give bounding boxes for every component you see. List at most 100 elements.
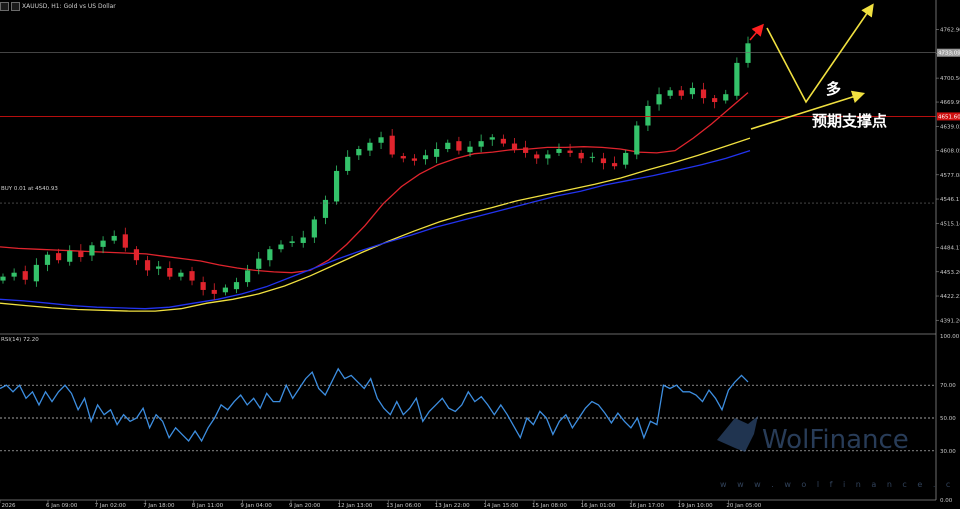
candle-body	[478, 141, 484, 147]
candle-body	[289, 241, 295, 243]
candle-body	[456, 141, 462, 151]
candle-body	[300, 237, 306, 243]
candle-body	[378, 137, 384, 143]
candle-body	[156, 266, 162, 269]
candle	[745, 36, 751, 68]
candle-body	[600, 158, 607, 164]
candle-body	[411, 158, 418, 161]
candle	[78, 244, 84, 262]
time-tick-label: 16 Jan 17:00	[629, 503, 664, 509]
chart-header: XAUUSD, H1: Gold vs US Dollar	[0, 0, 116, 12]
candle-body	[434, 149, 440, 157]
candle	[712, 94, 718, 109]
candle-body	[389, 135, 395, 155]
candle	[489, 134, 495, 146]
candle	[700, 82, 707, 104]
candle	[311, 216, 317, 243]
candle-body	[712, 98, 718, 103]
time-tick-label: 15 Jan 08:00	[532, 503, 567, 509]
candle-body	[144, 260, 151, 271]
candle	[511, 138, 518, 153]
wolf-logo-icon	[717, 416, 758, 452]
candle	[645, 100, 651, 132]
time-tick-label: 6 Jan 09:00	[46, 503, 78, 509]
candle-body	[322, 199, 329, 218]
candle-body	[534, 154, 540, 159]
candle	[678, 85, 684, 100]
price-level-badge	[937, 48, 960, 57]
candle-body	[745, 43, 751, 63]
candle	[44, 251, 51, 272]
chart-settings-icon[interactable]	[11, 1, 20, 11]
forecast-zigzag-arrow	[766, 3, 874, 104]
rsi-label: RSI(14) 72.20	[1, 337, 39, 343]
candle-body	[589, 156, 595, 158]
time-tick-label: 13 Jan 06:00	[386, 503, 421, 509]
candle-body	[67, 250, 73, 262]
candle	[144, 255, 151, 276]
time-tick-label: 8 Jan 11:00	[192, 503, 224, 509]
price-tick-label: 4577.08	[940, 173, 960, 179]
symbol-description: Gold vs US Dollar	[63, 2, 116, 10]
time-tick-label: 5 Jan 2026	[0, 503, 16, 509]
candle-body	[500, 138, 506, 144]
candle	[500, 134, 506, 147]
time-tick-label: 12 Jan 13:00	[338, 503, 373, 509]
candle-body	[611, 163, 618, 167]
price-level-badge	[937, 112, 960, 121]
candle-body	[723, 94, 729, 101]
candle	[33, 258, 39, 287]
candle	[445, 139, 451, 153]
candle	[478, 134, 484, 153]
candle	[200, 276, 206, 296]
price-tick-label: 4700.56	[940, 76, 960, 82]
candle	[456, 136, 462, 155]
time-tick-label: 13 Jan 22:00	[435, 503, 470, 509]
price-tick-label: 4453.20	[940, 270, 960, 276]
candle-body	[667, 90, 673, 96]
candle	[600, 152, 607, 170]
candle	[267, 246, 273, 267]
candle-body	[567, 150, 573, 153]
price-tick-label: 4608.05	[940, 149, 960, 155]
candle-body	[400, 156, 406, 159]
candle	[556, 143, 562, 157]
candle-body	[44, 254, 51, 265]
candle	[400, 152, 406, 163]
candle	[189, 266, 195, 286]
watermark-brand: WolFinance	[762, 425, 909, 455]
rsi-tick-label: 50.00	[940, 416, 956, 422]
candle	[422, 149, 429, 165]
candle	[133, 246, 140, 265]
candle	[245, 264, 251, 287]
candle-body	[700, 89, 707, 99]
time-tick-label: 19 Jan 10:00	[678, 503, 713, 509]
candle-body	[689, 87, 696, 95]
candle-body	[422, 155, 429, 160]
candle-body	[656, 94, 662, 105]
candle-body	[267, 249, 273, 261]
candle	[734, 57, 740, 100]
candle-body	[367, 142, 373, 151]
candle	[611, 156, 618, 170]
moving-average-ma_mid	[0, 137, 751, 312]
price-tick-label: 4669.99	[940, 100, 960, 106]
annotation-support: 预期支撑点	[812, 112, 887, 130]
candle-body	[200, 282, 206, 290]
candle	[345, 150, 351, 175]
chart-menu-icon[interactable]	[0, 1, 9, 11]
price-tick-label: 4484.17	[940, 246, 960, 252]
candle	[300, 230, 306, 248]
candle	[156, 260, 162, 276]
candle-body	[445, 142, 451, 150]
candle-body	[133, 249, 140, 261]
price-tick-label: 4391.26	[940, 318, 960, 324]
candle	[222, 284, 228, 296]
candle-body	[734, 62, 740, 96]
candle-body	[78, 250, 84, 258]
candle	[378, 131, 384, 150]
candle-body	[245, 270, 251, 283]
candle-body	[89, 245, 95, 256]
candle	[122, 227, 128, 252]
candle-body	[222, 287, 228, 293]
